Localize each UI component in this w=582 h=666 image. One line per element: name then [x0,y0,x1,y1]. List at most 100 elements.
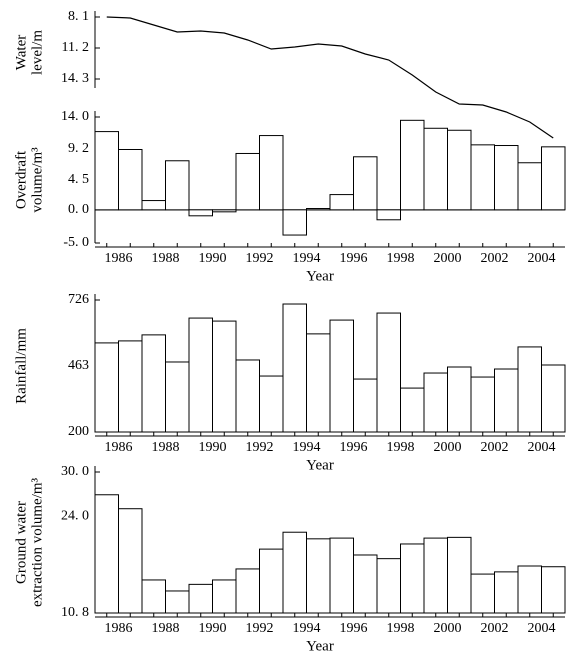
bar [118,148,143,211]
bar [376,209,401,221]
x-tick-label: 2004 [528,440,556,455]
bar [470,573,495,614]
y-tick-label: 24. 0 [61,508,89,523]
bar [94,131,119,211]
bar [141,579,166,614]
bar [188,583,213,614]
bar [541,566,566,614]
bar [118,340,143,433]
x-tick-label: 1994 [293,621,321,636]
bar [329,537,354,614]
y-axis-title: Rainfall/mm [13,328,29,404]
bar [235,568,260,614]
x-tick-label: 2004 [528,251,556,266]
y-tick-label: 11. 2 [62,40,89,55]
x-tick-label: 1998 [387,621,415,636]
bar [259,548,284,614]
y-tick-label: 200 [68,424,89,439]
y-axis-title: Overdraft [13,150,29,209]
y-tick-label: 726 [68,292,89,307]
x-tick-label: 1992 [246,251,274,266]
x-tick-label: 1998 [387,440,415,455]
bar [306,333,331,433]
x-tick-label: 1996 [340,621,368,636]
x-tick-label: 2000 [434,251,462,266]
bar [423,372,448,433]
bar [94,494,119,614]
x-tick-label: 1992 [246,440,274,455]
bar [494,368,519,433]
y-axis-title: extraction volume/m³ [29,477,45,607]
bar [235,152,260,211]
bar [400,119,425,211]
x-tick-label: 1994 [293,251,321,266]
y-axis-title: volume/m³ [29,147,45,213]
y-axis-title: Water [13,35,29,70]
bar [212,320,237,433]
bar [470,376,495,433]
x-tick-label: 1998 [387,251,415,266]
y-axis-title: Ground water [13,501,29,584]
x-tick-label: 1990 [199,440,227,455]
bar [494,145,519,211]
x-tick-label: 2002 [481,440,509,455]
y-tick-label: 8. 1 [68,9,89,24]
bar [447,536,472,614]
y-tick-label: 10. 8 [61,605,89,620]
x-tick-label: 2002 [481,251,509,266]
y-tick-label: 14. 0 [61,109,89,124]
bar [188,317,213,433]
y-tick-label: 9. 2 [68,141,89,156]
bar [282,303,307,433]
x-tick-label: 1986 [105,251,133,266]
bar [517,162,542,211]
x-axis-title: Year [306,268,334,284]
bar [141,334,166,433]
bar [141,200,166,211]
bar [306,538,331,614]
bar [517,346,542,433]
bar [541,146,566,211]
bar [259,375,284,433]
x-tick-label: 2004 [528,621,556,636]
x-tick-label: 1988 [152,621,180,636]
bar [494,571,519,614]
x-axis-title: Year [306,457,334,473]
x-tick-label: 2000 [434,621,462,636]
y-axis-title: level/m [29,30,45,75]
y-tick-label: 4. 5 [68,172,89,187]
y-tick-label: 30. 0 [61,464,89,479]
bar [353,554,378,614]
bar [376,558,401,614]
x-tick-label: 1992 [246,621,274,636]
bar [353,156,378,211]
bar [212,579,237,614]
bar [282,209,307,236]
bar [541,364,566,433]
bar [423,127,448,211]
bar [517,565,542,614]
bar [470,144,495,211]
bar [423,537,448,614]
y-tick-label: 0. 0 [68,202,89,217]
bar [329,194,354,211]
line [106,16,554,139]
x-axis-title: Year [306,638,334,654]
y-tick-label: 14. 3 [61,71,89,86]
bar [282,531,307,614]
x-tick-label: 1986 [105,440,133,455]
bar [94,342,119,433]
x-tick-label: 1988 [152,440,180,455]
bar [353,378,378,433]
bar [306,208,331,211]
y-tick-label: -5. 0 [63,235,89,250]
bar [165,160,190,211]
x-tick-label: 1990 [199,251,227,266]
bar [188,209,213,217]
bar [235,359,260,433]
bar [447,129,472,211]
bar [259,135,284,211]
bar [400,543,425,614]
bar [400,387,425,433]
